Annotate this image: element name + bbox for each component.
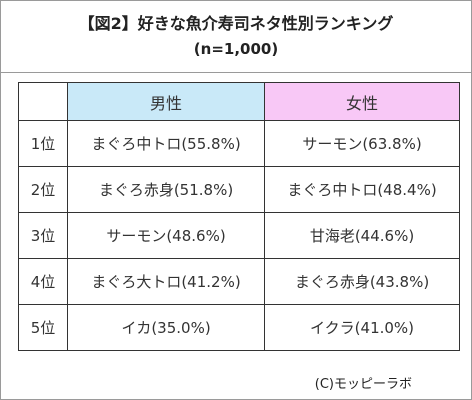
female-cell: 甘海老(44.6%) (264, 212, 460, 259)
rank-cell: 4位 (18, 258, 68, 305)
figure-title: 【図2】好きな魚介寿司ネタ性別ランキング (78, 14, 394, 33)
table-row: 2位 まぐろ赤身(51.8%) まぐろ中トロ(48.4%) (18, 166, 460, 213)
copyright-credit: (C)モッピーラボ (314, 377, 412, 392)
title-divider (0, 72, 472, 73)
rank-cell: 5位 (18, 304, 68, 351)
table-row: 4位 まぐろ大トロ(41.2%) まぐろ赤身(43.8%) (18, 258, 460, 305)
header-male: 男性 (67, 82, 265, 121)
male-cell: まぐろ中トロ(55.8%) (67, 120, 265, 167)
table-row: 3位 サーモン(48.6%) 甘海老(44.6%) (18, 212, 460, 259)
header-female: 女性 (264, 82, 460, 121)
table-header-row: 男性 女性 (18, 82, 460, 121)
sample-size: (n=1,000) (193, 40, 279, 58)
rank-cell: 1位 (18, 120, 68, 167)
header-corner-cell (18, 82, 68, 121)
male-cell: イカ(35.0%) (67, 304, 265, 351)
ranking-table: 男性 女性 1位 まぐろ中トロ(55.8%) サーモン(63.8%) 2位 まぐ… (18, 82, 460, 351)
male-cell: まぐろ赤身(51.8%) (67, 166, 265, 213)
female-cell: イクラ(41.0%) (264, 304, 460, 351)
rank-cell: 2位 (18, 166, 68, 213)
table-row: 5位 イカ(35.0%) イクラ(41.0%) (18, 304, 460, 351)
table-row: 1位 まぐろ中トロ(55.8%) サーモン(63.8%) (18, 120, 460, 167)
male-cell: まぐろ大トロ(41.2%) (67, 258, 265, 305)
male-cell: サーモン(48.6%) (67, 212, 265, 259)
female-cell: まぐろ赤身(43.8%) (264, 258, 460, 305)
female-cell: まぐろ中トロ(48.4%) (264, 166, 460, 213)
female-cell: サーモン(63.8%) (264, 120, 460, 167)
rank-cell: 3位 (18, 212, 68, 259)
